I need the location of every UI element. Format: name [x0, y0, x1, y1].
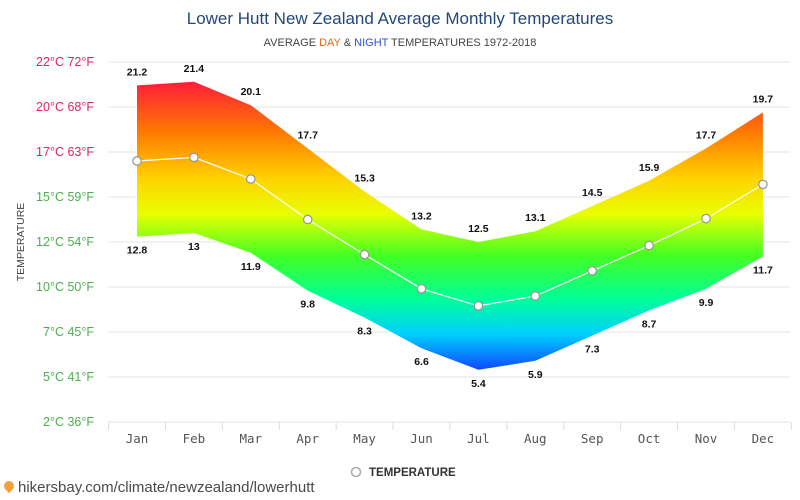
x-axis-ticks: Jan Feb Mar Apr May Jun Jul Aug Sep Oct Nov Dec	[108, 422, 792, 446]
day-value-label: 12.5	[468, 223, 489, 235]
night-value-label: 5.9	[528, 369, 543, 381]
mean-point[interactable]	[587, 265, 598, 276]
x-tick-label: Dec	[752, 431, 775, 446]
day-value-label: 21.4	[184, 63, 205, 75]
subtitle-day: DAY	[319, 37, 341, 49]
mean-point[interactable]	[359, 249, 370, 260]
x-tick-label: Nov	[695, 431, 718, 446]
data-labels: 21.2 21.4 20.1 17.7 15.3 13.2 12.5 13.1 14.5 15.9…	[127, 63, 773, 390]
x-tick-label: Aug	[524, 431, 547, 446]
night-value-label: 11.9	[241, 261, 261, 273]
day-value-label: 20.1	[241, 86, 262, 98]
night-value-label: 5.4	[471, 378, 486, 390]
x-tick-label: Jan	[126, 431, 149, 446]
map-pin-icon	[1, 478, 17, 494]
x-tick-label: Feb	[183, 431, 206, 446]
day-value-label: 17.7	[297, 129, 318, 141]
footer-text: hikersbay.com/climate/newzealand/lowerhu…	[18, 479, 315, 496]
y-axis-label: TEMPERATURE	[15, 203, 27, 282]
mean-point[interactable]	[644, 240, 654, 251]
day-value-label: 15.3	[354, 173, 375, 185]
subtitle-part2: &	[341, 37, 354, 49]
day-value-label: 17.7	[696, 129, 717, 141]
day-value-label: 21.2	[127, 66, 148, 78]
y-axis-ticks: 2°C 36°F 5°C 41°F 7°C 45°F 10°C 50°F 12°C 54…	[36, 55, 94, 429]
legend-label: TEMPERATURE	[369, 467, 456, 479]
y-tick-label: 10°C 50°F	[36, 280, 94, 294]
y-tick-label: 5°C 41°F	[43, 370, 94, 384]
day-value-label: 15.9	[639, 162, 660, 174]
chart-title: Lower Hutt New Zealand Average Monthly T…	[187, 9, 614, 28]
x-tick-label: Jun	[410, 431, 433, 446]
y-tick-label: 7°C 45°F	[43, 325, 94, 339]
x-tick-label: Oct	[638, 431, 661, 446]
mean-line	[136, 156, 764, 307]
night-value-label: 9.9	[699, 297, 714, 309]
mean-point[interactable]	[758, 179, 768, 190]
day-value-label: 19.7	[753, 93, 774, 105]
day-value-label: 13.2	[411, 210, 432, 222]
night-value-label: 9.8	[300, 299, 315, 311]
mean-point[interactable]	[530, 291, 541, 301]
chart-subtitle: AVERAGE DAY & NIGHT TEMPERATURES 1972-20…	[264, 37, 537, 49]
y-tick-label: 2°C 36°F	[43, 415, 94, 429]
mean-point[interactable]	[473, 301, 484, 311]
subtitle-night: NIGHT	[354, 37, 389, 49]
x-tick-label: May	[353, 431, 376, 446]
x-tick-label: Apr	[296, 431, 319, 446]
mean-point[interactable]	[701, 213, 711, 224]
subtitle-part3: TEMPERATURES 1972-2018	[388, 37, 536, 49]
night-value-label: 11.7	[753, 264, 773, 276]
y-tick-label: 22°C 72°F	[36, 55, 94, 69]
y-tick-label: 20°C 68°F	[36, 100, 94, 114]
mean-point[interactable]	[189, 152, 199, 163]
x-tick-label: Mar	[240, 431, 263, 446]
night-value-label: 12.8	[127, 245, 148, 257]
x-tick-label: Sep	[581, 431, 604, 446]
night-value-label: 8.7	[642, 318, 657, 330]
night-value-label: 6.6	[414, 356, 429, 368]
subtitle-part1: AVERAGE	[264, 37, 319, 49]
night-value-label: 7.3	[585, 344, 600, 356]
night-value-label: 13	[188, 241, 200, 253]
day-night-range-area	[137, 81, 763, 370]
legend-marker-icon	[350, 466, 362, 478]
footer-link[interactable]: hikersbay.com/climate/newzealand/lowerhu…	[1, 478, 315, 496]
x-tick-label: Jul	[467, 431, 490, 446]
mean-point[interactable]	[132, 156, 142, 166]
day-value-label: 13.1	[525, 212, 546, 224]
y-tick-label: 12°C 54°F	[36, 235, 94, 249]
night-value-label: 8.3	[357, 326, 372, 338]
mean-point[interactable]	[302, 214, 313, 225]
mean-temperature-line	[132, 152, 768, 311]
mean-point[interactable]	[416, 283, 427, 294]
y-tick-label: 17°C 63°F	[36, 145, 94, 159]
mean-point[interactable]	[245, 174, 256, 184]
y-tick-label: 15°C 59°F	[36, 190, 94, 204]
legend[interactable]: TEMPERATURE	[350, 466, 457, 479]
temperature-range-area	[137, 81, 763, 370]
day-value-label: 14.5	[582, 187, 603, 199]
